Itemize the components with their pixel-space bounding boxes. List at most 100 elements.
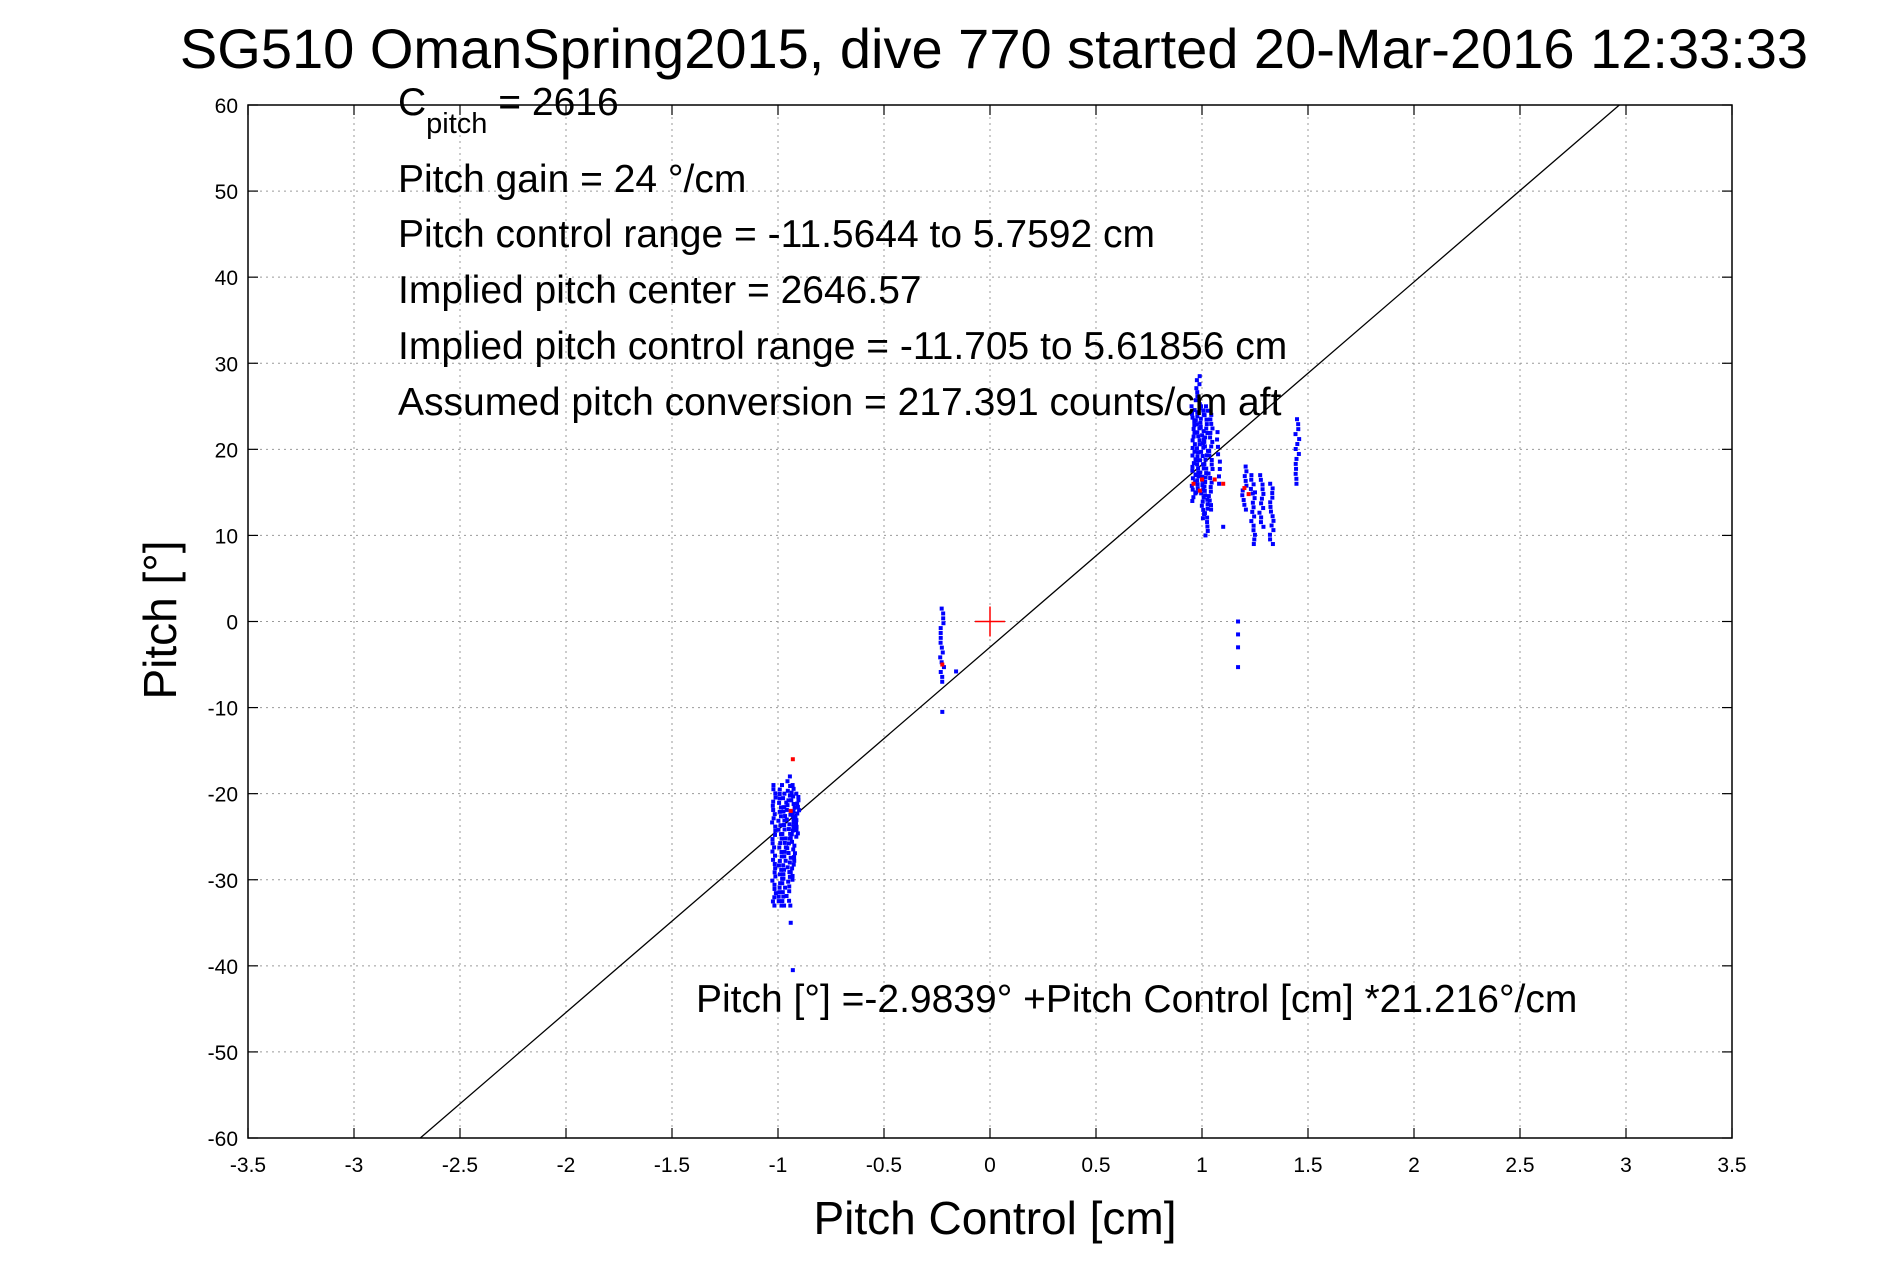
data-point [1270, 514, 1275, 519]
data-point [1203, 435, 1208, 440]
data-point [1242, 502, 1247, 507]
data-point [1201, 466, 1206, 471]
data-point [786, 798, 791, 803]
data-point [782, 849, 787, 854]
data-point [770, 841, 775, 846]
data-point [1253, 490, 1257, 495]
data-point [1203, 493, 1208, 498]
data-point [1268, 509, 1273, 514]
data-point [781, 863, 786, 868]
data-point [791, 809, 796, 814]
data-point [1198, 416, 1203, 421]
data-point [779, 867, 784, 872]
data-point [791, 817, 796, 822]
y-tick-label: 20 [215, 439, 238, 462]
data-point [1244, 483, 1249, 488]
x-tick-label: 1 [1196, 1154, 1208, 1177]
data-point [1205, 502, 1210, 507]
assumed-pitch-conversion-annotation: Assumed pitch conversion = 217.391 count… [398, 381, 1282, 424]
data-point [1195, 394, 1200, 399]
data-point [778, 805, 783, 810]
data-point [788, 812, 793, 817]
data-point [772, 870, 777, 875]
data-point [1197, 438, 1202, 443]
data-point [1209, 421, 1214, 426]
data-point [772, 886, 777, 891]
data-point [1205, 528, 1210, 533]
data-point [938, 635, 943, 640]
data-point [796, 798, 801, 803]
y-tick-label: -30 [208, 870, 238, 893]
data-point [1196, 466, 1201, 471]
data-point [939, 645, 944, 650]
data-point [773, 791, 778, 796]
data-point [1270, 486, 1275, 491]
data-point [940, 674, 945, 679]
data-point [781, 872, 786, 877]
data-point [772, 862, 777, 867]
data-point [1205, 520, 1210, 525]
data-point [1199, 404, 1204, 409]
data-point [777, 858, 782, 863]
data-point [790, 813, 795, 818]
data-point [1236, 665, 1241, 670]
data-point [1189, 404, 1194, 409]
data-point [1236, 632, 1241, 637]
data-point [1251, 505, 1256, 510]
data-point [1201, 507, 1206, 512]
data-point [1189, 411, 1194, 416]
data-point [793, 814, 798, 819]
data-point [790, 783, 795, 788]
data-point [795, 804, 800, 809]
data-point [1205, 524, 1210, 529]
data-point [1295, 442, 1300, 447]
data-point [794, 828, 799, 833]
data-point [792, 843, 797, 848]
data-point [789, 790, 794, 795]
data-point [1207, 453, 1212, 458]
data-point [794, 834, 799, 839]
data-point [1251, 528, 1256, 533]
data-point [1202, 511, 1207, 516]
data-point [781, 796, 786, 801]
data-point [1205, 431, 1210, 436]
data-point [938, 655, 943, 660]
data-point [1270, 542, 1275, 547]
data-point [1201, 495, 1206, 500]
data-point [1259, 496, 1264, 501]
data-point [1198, 420, 1203, 425]
data-point [1196, 434, 1201, 439]
data-point [1191, 481, 1196, 486]
data-point [1252, 514, 1257, 519]
data-point [771, 807, 776, 812]
data-point [1195, 410, 1200, 415]
data-point [785, 803, 790, 808]
data-point [1269, 523, 1274, 528]
data-point [786, 841, 791, 846]
data-point [1204, 471, 1209, 476]
data-point [787, 874, 792, 879]
data-point [772, 903, 777, 908]
data-point [795, 811, 800, 816]
data-point [1294, 476, 1299, 481]
data-point [1201, 408, 1206, 413]
data-point [1261, 506, 1266, 511]
data-point [770, 878, 775, 883]
data-point [788, 855, 793, 860]
data-point [779, 903, 784, 908]
data-point [1261, 524, 1266, 529]
data-point [1212, 477, 1217, 482]
y-tick-label: 60 [215, 95, 238, 118]
data-point [792, 851, 797, 856]
data-point [783, 885, 788, 890]
data-point [782, 818, 787, 823]
data-point [783, 858, 788, 863]
data-point [777, 890, 782, 895]
y-tick-label: -20 [208, 784, 238, 807]
data-point [1191, 461, 1196, 466]
data-point [1243, 507, 1248, 512]
data-point [1191, 495, 1196, 500]
pitch-control-range-annotation: Pitch control range = -11.5644 to 5.7592… [398, 213, 1155, 256]
data-point [1271, 528, 1276, 533]
data-point [1296, 422, 1301, 427]
